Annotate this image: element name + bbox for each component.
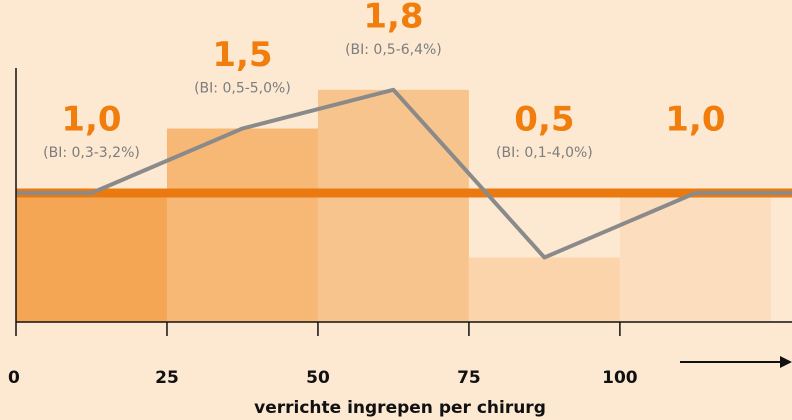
bar	[16, 193, 167, 322]
bar	[166, 128, 318, 322]
value-label: 0,5	[514, 100, 574, 140]
arrow-head	[780, 356, 792, 368]
bar	[619, 193, 771, 322]
x-tick-label: 75	[457, 368, 481, 388]
ci-label: (BI: 0,5-5,0%)	[194, 81, 291, 97]
bar	[317, 89, 469, 322]
x-tick-label: 0	[8, 368, 20, 388]
x-tick-label: 25	[155, 368, 179, 388]
trend-line	[16, 87, 792, 260]
bar	[468, 257, 620, 322]
x-tick-label: 50	[306, 368, 330, 388]
value-label: 1,5	[212, 35, 272, 75]
x-axis-label: verrichte ingrepen per chirurg	[254, 398, 546, 418]
ci-label: (BI: 0,1-4,0%)	[496, 145, 593, 161]
value-label: 1,0	[665, 100, 725, 140]
ci-label: (BI: 0,5-6,4%)	[345, 42, 442, 58]
ci-label: (BI: 0,3-3,2%)	[43, 145, 140, 161]
value-label: 1,8	[363, 0, 423, 36]
value-label: 1,0	[61, 100, 121, 140]
x-tick-label: 100	[602, 368, 638, 388]
